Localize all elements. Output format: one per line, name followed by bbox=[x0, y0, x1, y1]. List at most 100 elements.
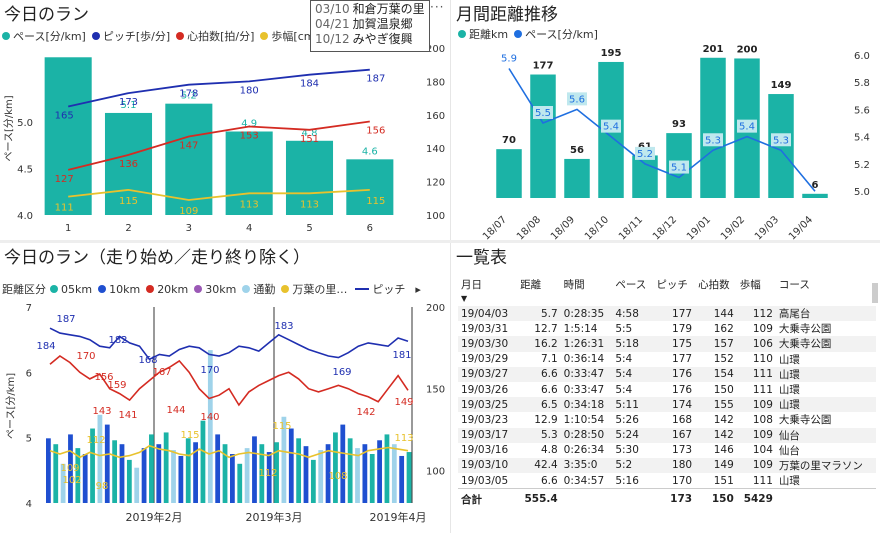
pace-bar bbox=[185, 438, 191, 503]
pace-bar bbox=[222, 444, 228, 503]
table-row[interactable]: 19/03/05 6.6 0:34:57 5:16 170 151 111 山環 bbox=[458, 473, 876, 489]
table-cell: 高尾台 bbox=[778, 308, 811, 321]
x-tick-label: 19/01 bbox=[685, 214, 713, 240]
table-row[interactable]: 19/03/29 7.1 0:36:14 5:4 177 152 110 山環 bbox=[458, 352, 876, 367]
run-list-table[interactable]: 月日 ▼ 距離 時間 ペース ピッチ 心拍数 歩幅 コース 19/04/03 5.7… bbox=[458, 275, 876, 510]
tooltip-row: 04/21 加賀温泉郷 bbox=[315, 17, 425, 32]
table-total-row: 合計 555.4 173 150 5429 bbox=[458, 488, 876, 510]
table-cell: 154 bbox=[713, 368, 734, 381]
table-cell: 19/03/05 bbox=[461, 474, 509, 487]
distance-data-label: 177 bbox=[533, 61, 554, 72]
pace-data-label: 5.5 bbox=[535, 108, 551, 119]
distance-data-label: 93 bbox=[672, 119, 686, 130]
pace-data-label: 5.4 bbox=[603, 122, 619, 133]
pitch-data-label: 182 bbox=[108, 335, 127, 346]
pace-data-label: 5.6 bbox=[569, 94, 585, 105]
heart-rate-data-label: 141 bbox=[118, 410, 137, 421]
pace-bar bbox=[391, 444, 397, 503]
total-pitch: 173 bbox=[653, 488, 696, 510]
pace-bar bbox=[193, 442, 198, 503]
pitch-data-label: 181 bbox=[392, 350, 411, 361]
pace-bar bbox=[252, 436, 257, 503]
table-cell: 仙台 bbox=[778, 444, 800, 457]
today-run-trimmed-chart[interactable]: 4 5 6 7 100 150 200 ペース[分/km] 2019年2月 2019年3月 2019… bbox=[0, 243, 450, 533]
legend-item[interactable]: ペース[分/km] bbox=[2, 28, 86, 44]
table-cell: 0:36:14 bbox=[563, 353, 605, 366]
x-tick-label: 1 bbox=[65, 223, 71, 234]
stride-data-label: 102 bbox=[62, 475, 81, 486]
x-tick-label: 2 bbox=[125, 223, 131, 234]
table-row[interactable]: 19/04/03 5.7 0:28:35 4:58 177 144 112 高尾台 bbox=[458, 306, 876, 322]
column-header-stride[interactable]: 歩幅 bbox=[739, 279, 761, 291]
column-header-distance[interactable]: 距離 bbox=[520, 279, 542, 291]
pace-bar bbox=[296, 438, 302, 503]
legend-label: ピッチ[歩/分] bbox=[102, 30, 171, 43]
legend-item[interactable]: ピッチ[歩/分] bbox=[91, 28, 171, 44]
table-row[interactable]: 19/03/25 6.5 0:34:18 5:11 174 155 109 山環 bbox=[458, 397, 876, 413]
table-row[interactable]: 19/03/17 5.3 0:28:50 5:24 167 142 109 仙台 bbox=[458, 427, 876, 443]
table-cell: 5:4 bbox=[615, 353, 633, 366]
monthly-distance-panel[interactable]: 月間距離推移 距離km ペース[分/km] 5.0 5.2 5.4 5.6 5.8 6.0 7… bbox=[452, 0, 880, 240]
table-row[interactable]: 19/03/31 12.7 1:5:14 5:5 179 162 109 大乗寺公園 bbox=[458, 321, 876, 336]
table-row[interactable]: 19/03/27 6.6 0:33:47 5:4 176 154 111 山環 bbox=[458, 366, 876, 382]
table-cell: 175 bbox=[672, 337, 693, 350]
column-header-course[interactable]: コース bbox=[778, 279, 810, 291]
x-tick-label: 18/11 bbox=[617, 214, 645, 240]
today-run-legend[interactable]: ペース[分/km] ピッチ[歩/分] 心拍数[拍/分] 歩幅[cm] bbox=[2, 28, 325, 44]
heart-rate-data-label: 156 bbox=[94, 372, 113, 383]
list-table-panel[interactable]: 一覧表 月日 ▼ 距離 時間 ペース ピッチ 心拍数 歩幅 コース 19/04/0… bbox=[452, 243, 880, 533]
legend-item[interactable]: ペース[分/km] bbox=[514, 26, 598, 42]
column-header-pitch[interactable]: ピッチ bbox=[656, 279, 688, 291]
table-cell: 170 bbox=[672, 474, 693, 487]
pace-data-label: 4.6 bbox=[362, 146, 378, 157]
table-row[interactable]: 19/03/26 6.6 0:33:47 5:4 176 150 111 山環 bbox=[458, 382, 876, 397]
today-run-trimmed-panel[interactable]: 今日のラン（走り始め／走り終り除く） 距離区分 05km 10km 20km 30km 通… bbox=[0, 243, 450, 533]
table-cell: 180 bbox=[672, 459, 693, 472]
table-row[interactable]: 19/03/10 42.4 3:35:0 5:2 180 149 109 万葉の里マラソン bbox=[458, 457, 876, 474]
legend-item[interactable]: 歩幅[cm] bbox=[260, 28, 319, 44]
table-cell: 0:34:18 bbox=[563, 398, 605, 411]
column-header-pace[interactable]: ペース bbox=[615, 279, 647, 291]
legend-item[interactable]: 20km bbox=[146, 283, 188, 296]
table-row[interactable]: 19/03/16 4.8 0:26:34 5:30 173 146 104 仙台 bbox=[458, 443, 876, 458]
legend-item[interactable]: 万葉の里… bbox=[281, 281, 347, 297]
distance-category-legend[interactable]: 距離区分 05km 10km 20km 30km 通勤 万葉の里… ピッチ ▸ bbox=[2, 281, 421, 297]
monthly-distance-chart[interactable]: 5.0 5.2 5.4 5.6 5.8 6.0 70 18/07 177 18/08 56 18/09… bbox=[452, 0, 880, 240]
table-cell: 109 bbox=[752, 322, 773, 335]
legend-item[interactable]: 通勤 bbox=[242, 281, 275, 297]
stride-data-label: 98 bbox=[96, 481, 109, 492]
table-scrollbar[interactable] bbox=[872, 283, 878, 303]
x-tick-label: 19/02 bbox=[719, 214, 747, 240]
pace-bar bbox=[149, 434, 154, 503]
legend-item[interactable]: 心拍数[拍/分] bbox=[176, 28, 254, 44]
legend-item[interactable]: ピッチ bbox=[353, 281, 405, 297]
legend-label: 10km bbox=[109, 282, 141, 296]
monthly-distance-legend[interactable]: 距離km ペース[分/km] bbox=[458, 26, 604, 42]
legend-label: 30km bbox=[205, 282, 237, 296]
sort-desc-icon[interactable]: ▼ bbox=[461, 294, 468, 303]
pace-bar bbox=[68, 434, 73, 503]
pace-label-box bbox=[771, 133, 791, 147]
legend-label: ペース[分/km] bbox=[13, 30, 86, 43]
pitch-data-label: 170 bbox=[200, 365, 219, 376]
more-options-icon[interactable]: ··· bbox=[430, 0, 445, 14]
table-row[interactable]: 19/03/23 12.9 1:10:54 5:26 168 142 108 大乗寺公園 bbox=[458, 412, 876, 427]
column-header-heart-rate[interactable]: 心拍数 bbox=[698, 279, 730, 291]
heart-rate-data-label: 153 bbox=[240, 130, 259, 141]
legend-next-icon[interactable]: ▸ bbox=[415, 282, 421, 296]
table-cell: 151 bbox=[713, 474, 734, 487]
pace-bar bbox=[156, 444, 162, 503]
legend-item[interactable]: 距離km bbox=[458, 26, 508, 42]
table-cell: 3:35:0 bbox=[563, 459, 598, 472]
legend-item[interactable]: 10km bbox=[98, 283, 140, 296]
today-run-panel[interactable]: 今日のラン ペース[分/km] ピッチ[歩/分] 心拍数[拍/分] 歩幅[cm] 4.… bbox=[0, 0, 450, 240]
table-cell: 6.6 bbox=[540, 368, 558, 381]
legend-item[interactable]: 05km bbox=[50, 283, 92, 296]
table-cell: 5:16 bbox=[615, 474, 639, 487]
stride-data-label: 115 bbox=[180, 430, 199, 441]
today-run-chart[interactable]: 4.0 4.5 5.0 100 120 140 160 180 200 ペース[分/km] 1 5.1… bbox=[0, 0, 450, 240]
legend-item[interactable]: 30km bbox=[194, 283, 236, 296]
column-header-date[interactable]: 月日 ▼ bbox=[458, 275, 517, 306]
table-row[interactable]: 19/03/30 16.2 1:26:31 5:18 175 157 106 大乗寺公園 bbox=[458, 336, 876, 352]
column-header-time[interactable]: 時間 bbox=[563, 279, 585, 291]
